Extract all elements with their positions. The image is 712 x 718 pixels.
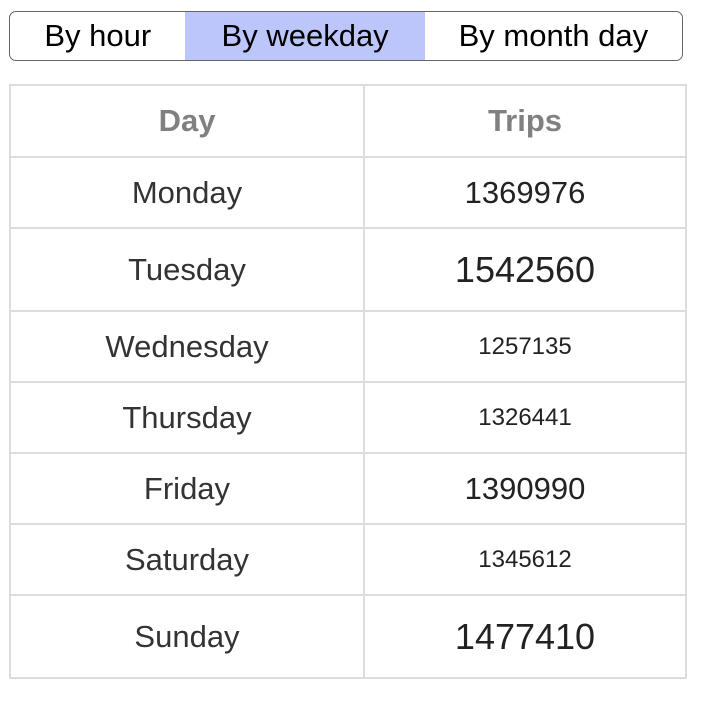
trips-cell: 1369976 bbox=[363, 156, 687, 229]
day-cell: Monday bbox=[9, 156, 365, 229]
table-row: Saturday 1345612 bbox=[9, 523, 687, 596]
tab-by-month-day[interactable]: By month day bbox=[458, 18, 649, 53]
table-row: Thursday 1326441 bbox=[9, 381, 687, 454]
trips-cell: 1542560 bbox=[363, 227, 687, 312]
table-row: Wednesday 1257135 bbox=[9, 310, 687, 383]
table-row: Tuesday 1542560 bbox=[9, 227, 687, 312]
tab-by-hour[interactable]: By hour bbox=[44, 18, 152, 53]
view-toggle-tabs: By hour By weekday By month day bbox=[9, 11, 683, 61]
day-cell: Wednesday bbox=[9, 310, 365, 383]
table-row: Sunday 1477410 bbox=[9, 594, 687, 679]
day-cell: Tuesday bbox=[9, 227, 365, 312]
trips-cell: 1477410 bbox=[363, 594, 687, 679]
tab-by-weekday[interactable]: By weekday bbox=[185, 12, 425, 60]
table-row: Monday 1369976 bbox=[9, 156, 687, 229]
trips-cell: 1345612 bbox=[363, 523, 687, 596]
column-header-trips: Trips bbox=[363, 84, 687, 158]
day-cell: Sunday bbox=[9, 594, 365, 679]
table-row: Friday 1390990 bbox=[9, 452, 687, 525]
day-cell: Friday bbox=[9, 452, 365, 525]
day-cell: Saturday bbox=[9, 523, 365, 596]
trips-table: Day Trips Monday 1369976 Tuesday 1542560… bbox=[9, 84, 687, 679]
trips-cell: 1390990 bbox=[363, 452, 687, 525]
trips-cell: 1326441 bbox=[363, 381, 687, 454]
trips-cell: 1257135 bbox=[363, 310, 687, 383]
column-header-day: Day bbox=[9, 84, 365, 158]
day-cell: Thursday bbox=[9, 381, 365, 454]
table-header-row: Day Trips bbox=[9, 84, 687, 158]
